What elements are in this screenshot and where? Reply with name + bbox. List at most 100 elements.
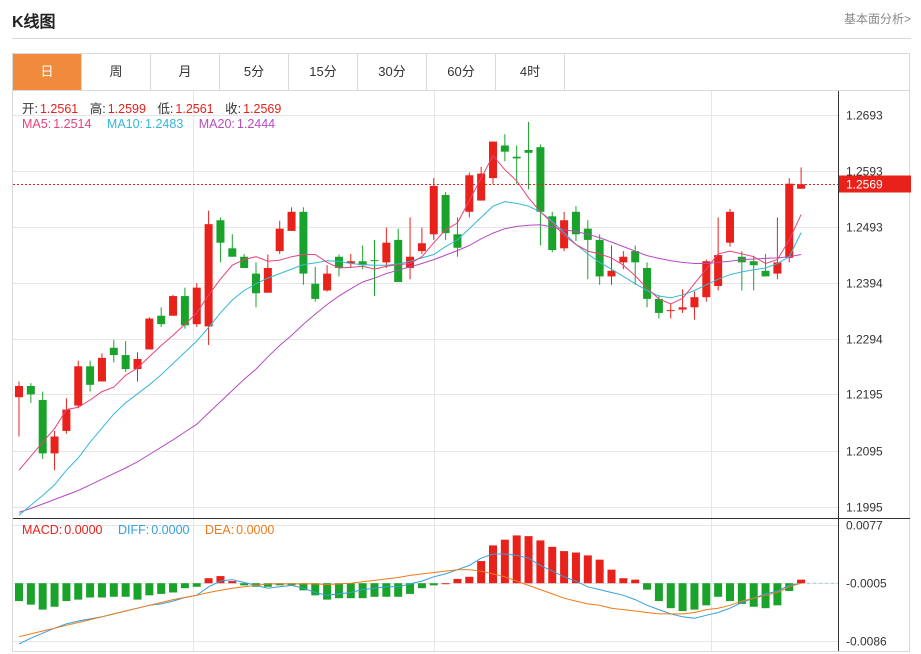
macd-bar	[204, 578, 213, 584]
macd-bar	[726, 583, 734, 602]
macd-bar	[263, 583, 272, 587]
candle-body	[560, 220, 569, 249]
chart-container: 日 周 月 5分 15分 30分 60分 4时	[12, 53, 910, 652]
candle-body	[38, 400, 47, 454]
candle-body	[465, 175, 474, 212]
close-value: 1.2569	[243, 102, 282, 116]
macd-bar	[441, 583, 450, 585]
macd-tick-label: 0.0077	[846, 519, 883, 533]
candle-body	[240, 256, 249, 268]
page-title: K线图	[12, 14, 56, 31]
price-tick-label: 1.2493	[846, 221, 883, 235]
macd-bar	[133, 583, 142, 600]
candle-body	[169, 296, 178, 316]
macd-bar	[560, 551, 569, 584]
candle-body	[453, 234, 462, 248]
candle-body	[97, 357, 106, 382]
macd-tick-label: -0.0086	[846, 635, 887, 649]
macd-bar	[15, 583, 23, 602]
dea-line	[18, 569, 802, 638]
fundamental-analysis-link[interactable]: 基本面分析>	[843, 12, 911, 26]
macd-bar	[453, 578, 462, 584]
candle-body	[536, 147, 545, 212]
macd-bar	[571, 552, 580, 584]
candle-body	[216, 220, 225, 243]
macd-bar	[477, 561, 486, 584]
macd-bar	[714, 583, 723, 597]
candle-body	[761, 270, 770, 277]
macd-bar	[406, 583, 415, 594]
period-tabs: 日 周 月 5分 15分 30分 60分 4时	[13, 54, 909, 91]
candle-body	[785, 183, 794, 258]
candle-body	[334, 256, 343, 268]
candle-body	[394, 239, 403, 283]
macd-bar	[702, 583, 711, 606]
candle-body	[15, 385, 23, 398]
candle-body	[714, 255, 723, 286]
candle-body	[346, 261, 355, 264]
macd-bar	[797, 579, 806, 584]
tab-60min[interactable]: 60分	[427, 54, 496, 90]
macd-value: 0.0000	[64, 523, 103, 537]
macd-bar	[595, 559, 604, 584]
tab-5min[interactable]: 5分	[220, 54, 289, 90]
tab-30min[interactable]: 30分	[358, 54, 427, 90]
tab-month[interactable]: 月	[151, 54, 220, 90]
candle-body	[607, 270, 616, 277]
candle-body	[133, 358, 142, 370]
candle-body	[382, 242, 391, 263]
candle-body	[180, 296, 189, 326]
candle-body	[26, 385, 35, 395]
candle-body	[358, 261, 367, 266]
candle-body	[690, 297, 699, 308]
header-divider	[12, 38, 911, 39]
candle-body	[702, 261, 711, 298]
macd-bar	[311, 583, 320, 596]
dea-value: 0.0000	[236, 523, 275, 537]
macd-bar	[773, 583, 782, 606]
candle-body	[275, 228, 284, 252]
candle-body	[571, 211, 580, 235]
candle-body	[643, 267, 652, 299]
macd-bar	[583, 555, 592, 584]
macd-bar	[358, 583, 367, 599]
candle-body	[417, 243, 426, 252]
macd-bar	[489, 545, 497, 584]
candle-body	[370, 260, 379, 262]
tab-week[interactable]: 周	[82, 54, 151, 90]
tab-day[interactable]: 日	[13, 54, 82, 90]
candle-body	[654, 298, 663, 313]
tab-15min[interactable]: 15分	[289, 54, 358, 90]
candle-body	[489, 141, 497, 179]
macd-bar	[631, 579, 640, 584]
macd-bar	[109, 583, 118, 597]
macd-bar	[145, 583, 154, 596]
macd-bar	[666, 583, 675, 609]
candle-body	[524, 149, 533, 153]
macd-bar	[180, 583, 189, 589]
macd-bar	[74, 583, 83, 600]
price-tick-label: 1.1995	[846, 501, 883, 515]
macd-bar	[737, 583, 746, 604]
macd-bar	[240, 583, 249, 586]
macd-bar	[169, 583, 178, 593]
tab-4hour[interactable]: 4时	[496, 54, 565, 90]
macd-bar	[157, 583, 166, 594]
candle-body	[726, 211, 734, 243]
candle-body	[666, 310, 675, 312]
macd-bar	[536, 540, 545, 584]
price-tick-label: 1.2394	[846, 277, 883, 291]
price-tick-label: 1.2693	[846, 109, 883, 123]
candle-body	[477, 173, 486, 201]
candle-body	[595, 239, 604, 277]
macd-bar	[690, 583, 699, 610]
price-tick-label: 1.2593	[846, 165, 883, 179]
candle-body	[678, 307, 687, 310]
ma20-value: 1.2444	[236, 117, 276, 131]
macd-bar	[86, 583, 95, 598]
macd-bar	[299, 583, 308, 591]
ma20-line	[18, 224, 802, 513]
candle-body	[74, 366, 83, 406]
macd-legend: MACD: 0.0000 DIFF: 0.0000 DEA: 0.0000	[22, 523, 275, 537]
